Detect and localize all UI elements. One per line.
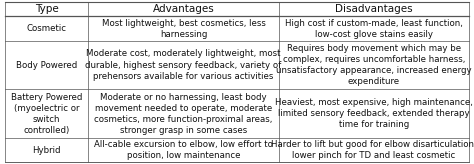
Text: Battery Powered
(myoelectric or
switch
controlled): Battery Powered (myoelectric or switch c… — [11, 92, 82, 135]
Text: Requires body movement which may be
complex, requires uncomfortable harness,
uns: Requires body movement which may be comp… — [276, 44, 472, 86]
Text: Advantages: Advantages — [153, 4, 214, 14]
Text: Hybrid: Hybrid — [32, 146, 61, 155]
Text: All-cable excursion to elbow, low effort to
position, low maintenance: All-cable excursion to elbow, low effort… — [94, 140, 273, 160]
Text: Harder to lift but good for elbow disarticulation,
lower pinch for TD and least : Harder to lift but good for elbow disart… — [271, 140, 474, 160]
Text: Disadvantages: Disadvantages — [335, 4, 413, 14]
Text: Moderate cost, moderately lightweight, most
durable, highest sensory feedback, v: Moderate cost, moderately lightweight, m… — [85, 50, 282, 81]
Text: Most lightweight, best cosmetics, less
harnessing: Most lightweight, best cosmetics, less h… — [101, 19, 265, 39]
Text: Moderate or no harnessing, least body
movement needed to operate, moderate
cosme: Moderate or no harnessing, least body mo… — [94, 92, 273, 135]
Text: High cost if custom-made, least function,
low-cost glove stains easily: High cost if custom-made, least function… — [285, 19, 463, 39]
Text: Body Powered: Body Powered — [16, 61, 77, 70]
Text: Cosmetic: Cosmetic — [27, 24, 66, 33]
Text: Heaviest, most expensive, high maintenance,
limited sensory feedback, extended t: Heaviest, most expensive, high maintenan… — [275, 98, 473, 129]
Text: Type: Type — [35, 4, 58, 14]
